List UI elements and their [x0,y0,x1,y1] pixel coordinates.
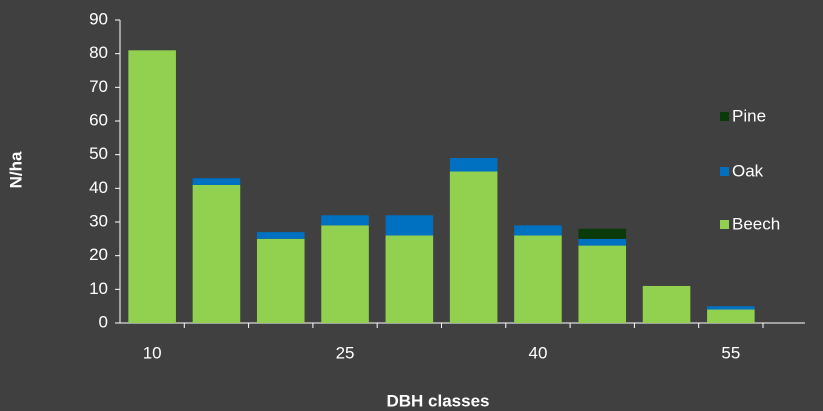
x-tick-label: 40 [528,343,547,362]
y-tick-label: 70 [89,77,108,96]
legend-label: Oak [732,161,764,180]
x-tick-label: 55 [721,343,740,362]
bar-segment [578,245,627,323]
legend-label: Beech [732,214,780,233]
bar-segment [449,158,498,172]
bar-segment [707,306,755,310]
y-tick-label: 0 [99,312,108,331]
bar-segment [385,235,434,323]
bar-segment [321,215,369,226]
y-tick-label: 40 [89,178,108,197]
bar-segment [192,184,241,323]
bar-segment [128,50,176,324]
legend-swatch [720,220,729,229]
bar-segment [707,309,755,323]
bar-segment [514,235,562,323]
y-tick-label: 80 [89,43,108,62]
legend-swatch [720,167,729,176]
y-tick-label: 60 [89,110,108,129]
bar-segment [642,285,691,323]
y-axis-title: N/ha [6,151,25,188]
x-tick-label: 25 [336,343,355,362]
x-tick-label: 10 [143,343,162,362]
bar-segment [578,228,627,239]
bar-segment [321,225,369,323]
bar-segment [385,215,434,236]
y-tick-label: 20 [89,245,108,264]
bar-segment [449,171,498,323]
y-tick-label: 50 [89,144,108,163]
bar-segment [514,225,562,236]
bar-segment [578,238,627,246]
bar-segment [256,232,305,239]
bar-segment [192,178,241,185]
x-axis-title: DBH classes [386,391,489,410]
y-tick-label: 10 [89,279,108,298]
y-tick-label: 90 [89,9,108,28]
y-tick-label: 30 [89,211,108,230]
legend-label: Pine [732,106,766,125]
legend-swatch [720,112,729,121]
bar-segment [256,238,305,323]
